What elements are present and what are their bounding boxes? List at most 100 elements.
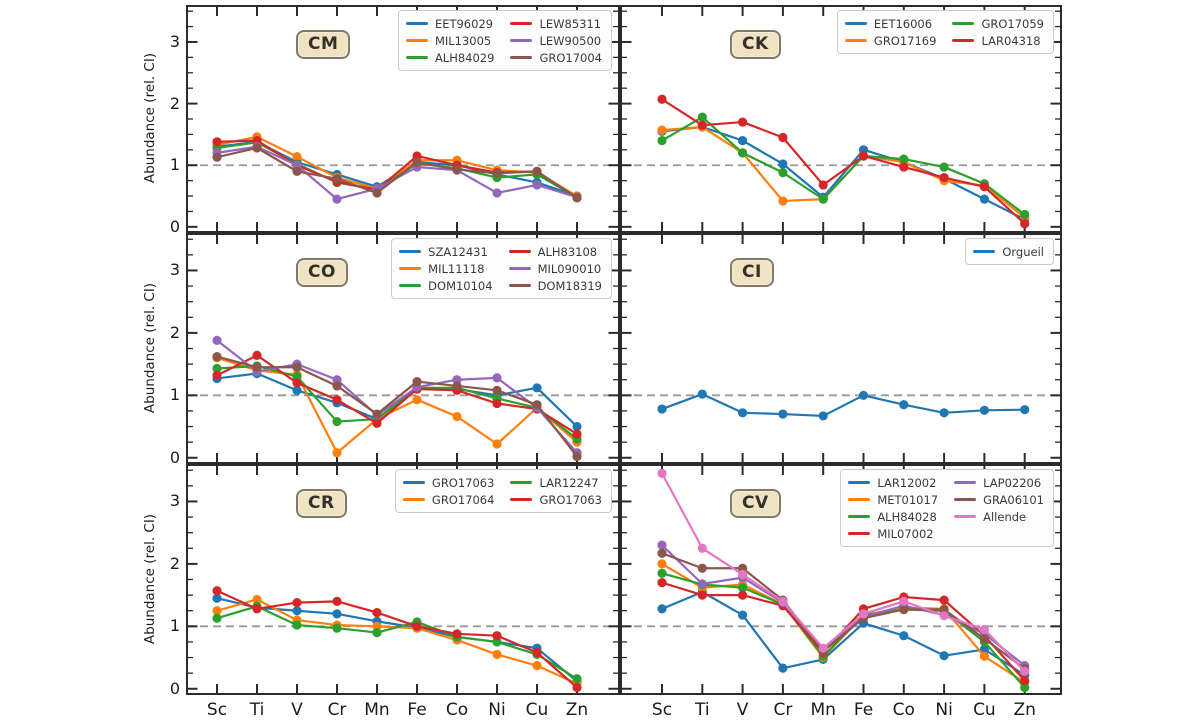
data-point: [212, 586, 222, 596]
legend-item-GRO17169: GRO17169: [844, 32, 937, 49]
data-point: [372, 409, 382, 419]
data-point: [1020, 666, 1030, 676]
data-point: [939, 162, 949, 172]
data-point: [572, 674, 582, 684]
series-MET01017: [657, 559, 1030, 688]
legend-label: DOM18319: [537, 278, 602, 293]
data-point: [492, 385, 502, 395]
legend-item-LEW90500: LEW90500: [510, 32, 602, 49]
legend-label: MIL07002: [877, 526, 934, 541]
data-point: [697, 543, 707, 553]
legend-line-swatch: [952, 39, 975, 42]
panel-ci-plot: [620, 233, 1062, 464]
data-point: [899, 596, 909, 606]
data-point: [818, 180, 828, 190]
data-point: [332, 416, 342, 427]
legend-item-MIL07002: MIL07002: [848, 525, 938, 542]
data-point: [939, 172, 949, 183]
data-point: [1020, 219, 1030, 229]
data-point: [572, 429, 582, 439]
legend-column: GRO17059 LAR04318: [952, 15, 1044, 49]
data-point: [532, 400, 542, 410]
data-point: [292, 598, 302, 608]
ytick-label-0: 0: [169, 447, 180, 467]
panel-label-co: CO: [296, 258, 348, 287]
data-point: [452, 164, 462, 175]
data-point: [738, 583, 748, 593]
legend-line-swatch: [848, 515, 871, 518]
legend-line-swatch: [510, 22, 533, 25]
legend-label: GRO17064: [431, 492, 495, 507]
legend-cv: LAR12002 MET01017 ALH84028 MIL07002 LAP02206…: [840, 469, 1054, 547]
legend-item-LAR04318: LAR04318: [952, 32, 1044, 49]
legend-line-swatch: [510, 481, 533, 484]
data-point: [939, 611, 949, 621]
panel-label-ci: CI: [730, 258, 774, 287]
data-point: [372, 188, 382, 198]
data-point: [332, 395, 342, 405]
data-point: [979, 194, 989, 204]
series-GRO17004: [212, 143, 582, 203]
data-point: [858, 151, 869, 161]
legend-line-swatch: [952, 22, 975, 25]
data-point: [697, 112, 707, 122]
data-point: [492, 631, 502, 641]
data-point: [738, 135, 748, 146]
xtick-label-cr: Cr: [773, 700, 793, 720]
legend-item-LAR12002: LAR12002: [848, 474, 938, 491]
legend-label: LEW85311: [539, 16, 602, 31]
legend-label: GRO17169: [873, 33, 937, 48]
data-point: [657, 604, 667, 614]
legend-label: LAR12247: [539, 475, 599, 490]
xtick-label-v: V: [291, 700, 303, 720]
data-point: [492, 188, 502, 198]
panel-ck: CK EET16006 GRO17169 GRO17059 LAR04318: [620, 5, 1062, 233]
data-point: [899, 162, 909, 172]
xtick-label-ti: Ti: [695, 700, 710, 720]
data-point: [212, 137, 222, 147]
data-point: [292, 378, 302, 388]
legend-item-Orgueil: Orgueil: [973, 243, 1044, 260]
xtick-label-ti: Ti: [249, 700, 265, 720]
data-point: [332, 596, 342, 606]
legend-column: LAR12002 MET01017 ALH84028 MIL07002: [848, 474, 938, 542]
data-point: [292, 166, 302, 176]
legend-label: EET16006: [873, 16, 933, 31]
legend-label: LAP02206: [983, 475, 1042, 490]
data-point: [332, 448, 342, 458]
data-point: [738, 610, 748, 620]
legend-column: GRO17063 GRO17064: [402, 474, 495, 508]
panel-label-ck: CK: [730, 30, 781, 59]
panel-spines: [186, 233, 620, 464]
legend-line-swatch: [844, 22, 867, 25]
data-point: [818, 411, 828, 421]
data-point: [1020, 682, 1030, 693]
panel-label-cv: CV: [730, 489, 781, 518]
data-point: [697, 389, 707, 399]
data-point: [657, 578, 667, 588]
legend-line-swatch: [399, 284, 422, 287]
data-point: [332, 174, 342, 184]
series-LAR12247: [212, 601, 582, 684]
data-point: [657, 468, 667, 478]
legend-label: ALH84029: [434, 50, 495, 65]
data-point: [332, 609, 342, 619]
legend-line-swatch: [848, 481, 871, 484]
legend-item-GRO17004: GRO17004: [510, 49, 602, 66]
data-point: [492, 373, 502, 383]
legend-item-EET96029: EET96029: [405, 15, 495, 32]
legend-label: Allende: [983, 509, 1027, 524]
legend-line-swatch: [405, 39, 428, 42]
legend-column: SZA12431 MIL11118 DOM10104: [399, 243, 493, 294]
data-point: [372, 418, 382, 429]
legend-line-swatch: [954, 515, 977, 518]
legend-item-GRO17059: GRO17059: [952, 15, 1044, 32]
panel-ci: CI Orgueil: [620, 233, 1062, 464]
data-point: [212, 593, 222, 603]
legend-line-swatch: [954, 498, 977, 501]
data-point: [738, 590, 748, 600]
data-point: [252, 362, 262, 372]
data-point: [572, 421, 582, 432]
data-point: [939, 651, 949, 661]
